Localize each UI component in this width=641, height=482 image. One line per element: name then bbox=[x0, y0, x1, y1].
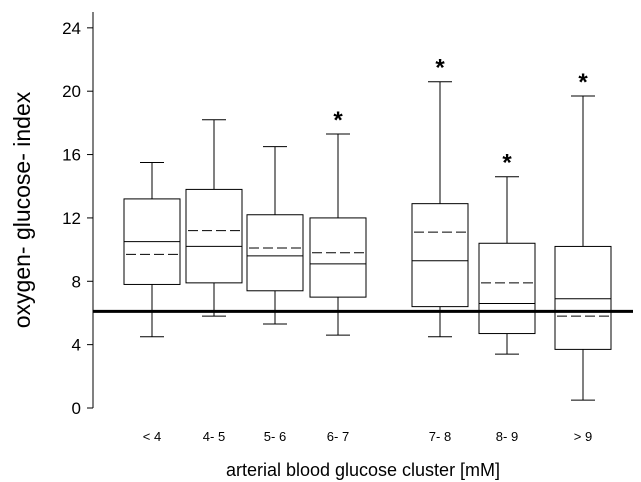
y-tick-label: 20 bbox=[62, 82, 81, 101]
x-axis: < 4 4- 5 5- 6 6- 7 7- 8 8- 9 > 9 bbox=[143, 429, 592, 444]
y-tick-label: 24 bbox=[62, 19, 81, 38]
significance-star: * bbox=[578, 69, 588, 96]
y-axis: 0 4 8 12 16 20 24 bbox=[62, 12, 94, 418]
box-2 bbox=[185, 119, 243, 317]
box-7: * bbox=[554, 69, 612, 401]
box-series: * * * * bbox=[123, 55, 612, 401]
y-axis-label: oxygen- glucose- index bbox=[9, 91, 35, 328]
iqr-box bbox=[554, 245, 612, 350]
x-tick-label: 4- 5 bbox=[203, 429, 225, 444]
significance-star: * bbox=[435, 55, 445, 82]
x-tick-label: 6- 7 bbox=[327, 429, 349, 444]
y-tick-label: 12 bbox=[62, 209, 81, 228]
x-tick-label: 5- 6 bbox=[264, 429, 286, 444]
iqr-box bbox=[309, 217, 367, 298]
y-tick-label: 4 bbox=[72, 336, 81, 355]
iqr-box bbox=[411, 203, 469, 308]
x-tick-label: 8- 9 bbox=[496, 429, 518, 444]
box-1 bbox=[123, 161, 181, 338]
x-tick-label: < 4 bbox=[143, 429, 161, 444]
x-axis-label: arterial blood glucose cluster [mM] bbox=[226, 460, 500, 480]
significance-star: * bbox=[333, 107, 343, 134]
x-tick-label: 7- 8 bbox=[429, 429, 451, 444]
iqr-box bbox=[185, 188, 243, 284]
box-6: * bbox=[478, 150, 536, 355]
iqr-box bbox=[246, 214, 304, 292]
y-tick-label: 0 bbox=[72, 399, 81, 418]
y-tick-label: 16 bbox=[62, 146, 81, 165]
box-5: * bbox=[411, 55, 469, 338]
iqr-box bbox=[478, 242, 536, 335]
box-3 bbox=[246, 146, 304, 325]
significance-star: * bbox=[502, 150, 512, 177]
x-tick-label: > 9 bbox=[574, 429, 592, 444]
box-4: * bbox=[309, 107, 367, 336]
y-tick-label: 8 bbox=[72, 272, 81, 291]
